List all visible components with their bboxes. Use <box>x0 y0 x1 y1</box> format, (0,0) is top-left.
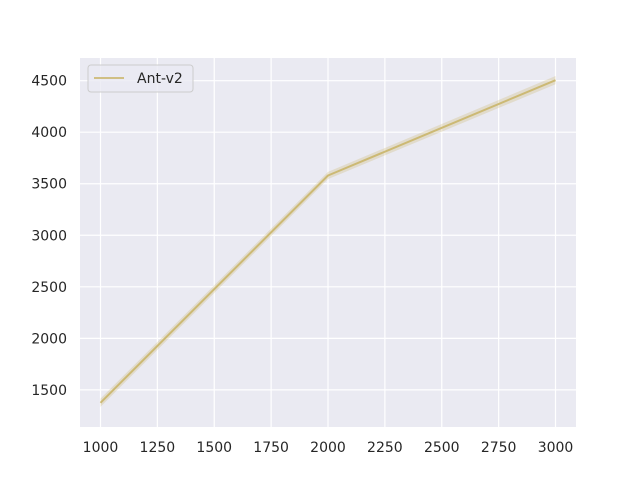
x-tick-label-1250: 1250 <box>140 440 176 456</box>
y-tick-label-2500: 2500 <box>31 280 67 296</box>
x-tick-label-2250: 2250 <box>367 440 403 456</box>
y-tick-label-3000: 3000 <box>31 228 67 244</box>
y-tick-label-1500: 1500 <box>31 383 67 399</box>
x-tick-label-2500: 2500 <box>424 440 460 456</box>
legend-box <box>87 64 194 93</box>
x-tick-label-2750: 2750 <box>481 440 517 456</box>
series-lines <box>99 79 556 404</box>
x-tick-label-1000: 1000 <box>83 440 119 456</box>
y-axis-ticks: 1500 2000 2500 3000 3500 4000 4500 <box>31 74 67 399</box>
legend: Ant-v2 <box>87 64 194 93</box>
y-tick-label-4500: 4500 <box>31 74 67 90</box>
gridlines <box>80 58 576 427</box>
x-axis-ticks: 1000 1250 1500 1750 2000 2250 2500 2750 3000 <box>83 440 574 456</box>
y-tick-label-3500: 3500 <box>31 177 67 193</box>
x-tick-label-2000: 2000 <box>310 440 346 456</box>
x-tick-label-1500: 1500 <box>196 440 232 456</box>
x-tick-label-3000: 3000 <box>538 440 574 456</box>
series-line-ant-v2 <box>99 79 556 404</box>
x-tick-label-1750: 1750 <box>253 440 289 456</box>
legend-label-ant-v2: Ant-v2 <box>137 71 183 87</box>
y-tick-label-4000: 4000 <box>31 125 67 141</box>
y-tick-label-2000: 2000 <box>31 331 67 347</box>
